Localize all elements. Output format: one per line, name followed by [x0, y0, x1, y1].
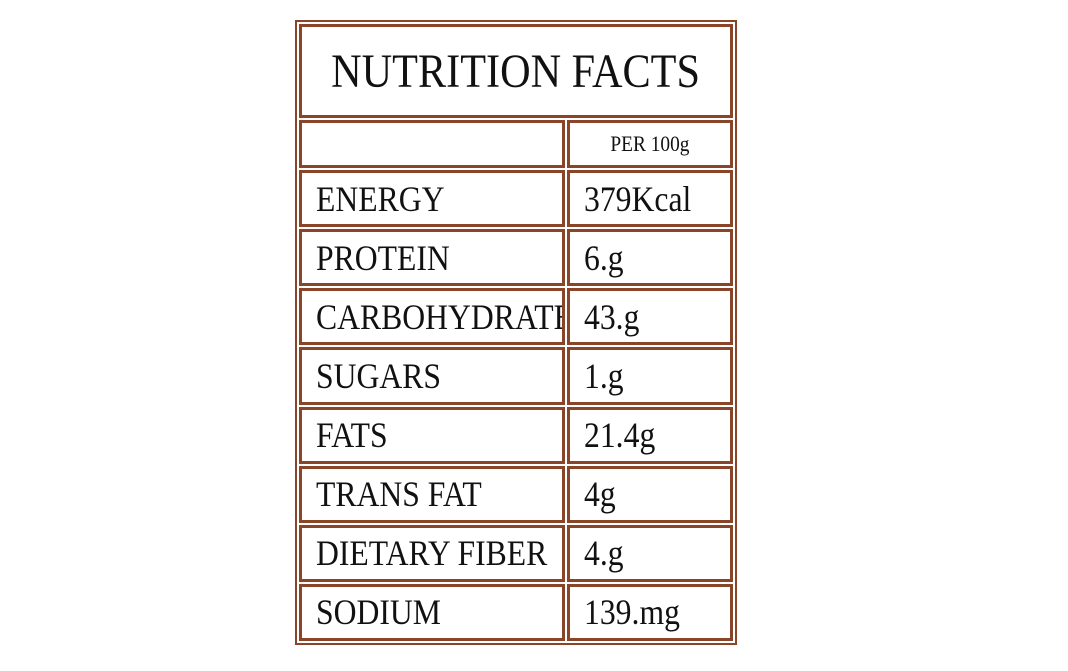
- nutrient-value: 4g: [567, 465, 733, 523]
- nutrient-label-text: FATS: [316, 415, 388, 456]
- nutrient-label: PROTEIN: [299, 229, 565, 287]
- nutrient-value-text: 1.g: [584, 355, 624, 396]
- nutrient-value-text: 4.g: [584, 533, 624, 574]
- nutrient-label: ENERGY: [299, 170, 565, 228]
- nutrient-label-text: TRANS FAT: [316, 474, 482, 515]
- nutrient-label: SODIUM: [299, 583, 565, 641]
- nutrient-label: DIETARY FIBER: [299, 524, 565, 582]
- nutrient-label-text: SODIUM: [316, 592, 441, 633]
- nutrient-value-text: 379Kcal: [584, 178, 692, 219]
- nutrient-label-text: CARBOHYDRATES: [316, 296, 565, 337]
- nutrient-value: 379Kcal: [567, 170, 733, 228]
- table-title: NUTRITION FACTS: [299, 24, 733, 118]
- nutrient-label: FATS: [299, 406, 565, 464]
- nutrient-value-text: 4g: [584, 474, 616, 515]
- nutrient-value: 1.g: [567, 347, 733, 405]
- nutrient-value-text: 43.g: [584, 296, 640, 337]
- header-cell-text: PER 100g: [610, 131, 690, 156]
- nutrient-label-text: DIETARY FIBER: [316, 533, 548, 574]
- nutrient-value: 4.g: [567, 524, 733, 582]
- nutrient-value-text: 139.mg: [584, 592, 680, 633]
- nutrient-label-text: PROTEIN: [316, 237, 450, 278]
- nutrient-label-text: SUGARS: [316, 355, 442, 396]
- nutrient-value: 43.g: [567, 288, 733, 346]
- nutrient-value: 21.4g: [567, 406, 733, 464]
- nutrient-label: TRANS FAT: [299, 465, 565, 523]
- nutrient-label: CARBOHYDRATES: [299, 288, 565, 346]
- nutrient-label: SUGARS: [299, 347, 565, 405]
- nutrient-value: 6.g: [567, 229, 733, 287]
- title-text: NUTRITION FACTS: [331, 44, 701, 98]
- nutrient-label-text: ENERGY: [316, 178, 445, 219]
- header-cell: [299, 120, 565, 168]
- nutrition-table: NUTRITION FACTS PER 100g ENERGY 379Kcal PRO…: [295, 20, 737, 645]
- header-cell: PER 100g: [567, 120, 733, 168]
- nutrient-value-text: 6.g: [584, 237, 624, 278]
- nutrient-value: 139.mg: [567, 583, 733, 641]
- nutrient-value-text: 21.4g: [584, 415, 656, 456]
